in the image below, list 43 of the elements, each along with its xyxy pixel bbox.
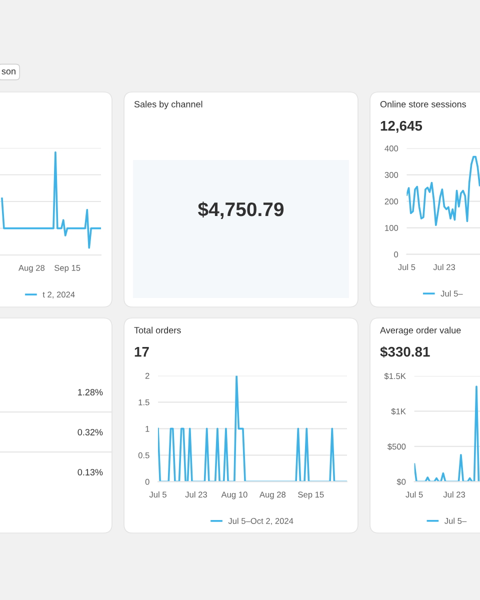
chart-title: Average order value: [380, 326, 461, 336]
y-tick-label: 200: [384, 198, 398, 204]
y-tick-label: $0: [396, 478, 406, 486]
y-tick-label: 2: [145, 372, 150, 379]
x-tick-label: Jul 23: [443, 491, 466, 498]
x-tick-label: Jul 5: [406, 491, 423, 498]
chart-title: Online store sessions: [380, 100, 466, 108]
chart-title: Total orders: [134, 326, 181, 334]
y-tick-label: 0.5: [138, 452, 150, 458]
legend-label: Jul 5–: [444, 518, 467, 524]
text: Sales by channel: [134, 100, 202, 110]
y-tick-label: 0: [394, 252, 398, 258]
line-series: [414, 386, 480, 482]
x-tick-label: Jul 23: [433, 264, 456, 270]
x-tick-label: Aug 28: [18, 264, 45, 272]
y-tick-label: $500: [388, 443, 406, 450]
legend-label: t 2, 2024: [42, 292, 75, 298]
x-tick-label: Aug 28: [259, 492, 286, 500]
y-tick-label: 1: [146, 426, 150, 432]
y-tick-label: $1.5K: [384, 372, 406, 380]
x-tick-label: Jul 23: [185, 491, 207, 498]
x-tick-label: Jul 5: [398, 264, 416, 270]
text: $4,750.79: [198, 202, 284, 220]
chart-subtitle: $330.81: [380, 346, 430, 358]
y-tick-label: 0: [145, 478, 150, 485]
text: 0.32%: [78, 429, 103, 436]
chart-subtitle: 17: [134, 347, 149, 357]
x-tick-label: Sep 15: [298, 492, 324, 500]
text: 1.28%: [78, 389, 103, 396]
x-tick-label: Aug 10: [221, 492, 248, 500]
y-tick-label: 1.5: [138, 399, 150, 406]
y-tick-label: 300: [384, 172, 398, 178]
line-series: [406, 156, 480, 226]
x-tick-label: Sep 15: [54, 264, 80, 272]
chart-subtitle: 12,645: [380, 120, 422, 133]
text: son: [2, 69, 16, 74]
y-tick-label: 100: [385, 225, 398, 231]
legend-label: Jul 5–: [440, 290, 463, 297]
text: 0.13%: [78, 469, 103, 476]
legend-label: Jul 5–Oct 2, 2024: [228, 518, 294, 525]
x-tick-label: Jul 5: [149, 491, 166, 498]
y-tick-label: 400: [384, 146, 398, 152]
y-tick-label: $1K: [391, 408, 406, 415]
